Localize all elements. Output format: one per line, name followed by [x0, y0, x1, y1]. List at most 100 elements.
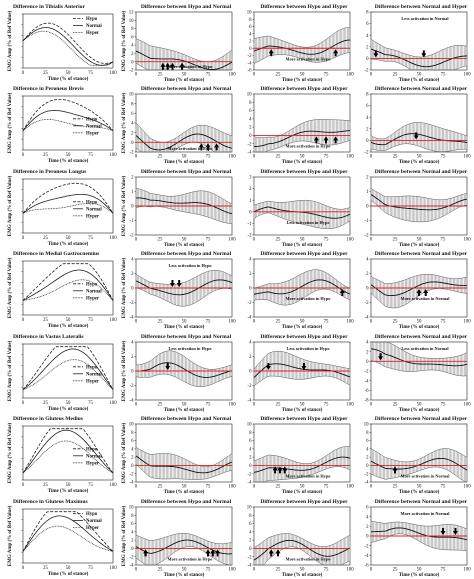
x-tick-label: 100 — [463, 155, 471, 160]
arrow-down-icon — [169, 280, 175, 287]
y-tick-label: -2 — [365, 69, 370, 74]
x-tick-label: 50 — [182, 73, 187, 78]
x-axis-label: Time (% of stance) — [399, 243, 440, 248]
panel-r4-c1: Difference between Hypo and Normal -4 -2 0 2… — [122, 334, 236, 413]
x-tick-label: 25 — [43, 401, 48, 406]
x-axis-label: Time (% of stance) — [282, 78, 323, 83]
x-tick-label: 75 — [206, 320, 211, 325]
plot-frame — [22, 95, 114, 151]
significance-arrow-down — [413, 132, 419, 140]
x-tick-label: 25 — [43, 71, 48, 76]
y-tick-label: 6 — [366, 506, 369, 511]
x-tick-label: 75 — [88, 401, 93, 406]
y-tick-label: 6 — [131, 35, 134, 40]
panel-r2-c1: Difference between Hypo and Normal -2 -1 0 1… — [122, 169, 236, 248]
x-tick-label: 100 — [463, 485, 471, 490]
panel-title: Difference between Hypo and Hyper — [260, 416, 348, 422]
sd-lower-line — [135, 373, 233, 388]
annotation-text: More activation in Hypo — [286, 56, 331, 61]
series-line-hypo — [22, 263, 114, 301]
significance-arrow-up — [179, 62, 185, 70]
x-axis-label: Time (% of stance) — [399, 573, 440, 578]
x-axis-label: Time (% of stance) — [48, 159, 89, 164]
y-tick-label: -4 — [248, 481, 253, 486]
y-tick-label: 4 — [131, 44, 134, 49]
x-axis-label: Time (% of stance) — [164, 78, 205, 83]
x-axis-label: Time (% of stance) — [282, 573, 323, 578]
sd-lower-line — [370, 200, 468, 223]
x-tick-label: 100 — [228, 238, 236, 243]
x-tick-label: 100 — [109, 153, 117, 158]
arrow-down-icon — [265, 363, 271, 370]
y-tick-label: 0 — [249, 134, 252, 139]
x-tick-label: 50 — [300, 238, 305, 243]
x-tick-label: 50 — [417, 73, 422, 78]
y-tick-label: -2 — [130, 384, 135, 389]
y-axis-label: EMG Amp (% of Ref Value) — [122, 257, 127, 318]
significance-arrow-up — [143, 549, 149, 557]
y-tick-label: -4 — [365, 481, 370, 486]
x-axis-label: Time (% of stance) — [164, 490, 205, 495]
x-tick-label: 0 — [135, 320, 138, 325]
sd-lower-line — [254, 466, 351, 483]
x-tick-label: 0 — [22, 483, 25, 488]
plot-frame — [253, 11, 351, 71]
significance-arrow-up — [416, 289, 422, 296]
legend-label: Normal — [86, 372, 102, 377]
sd-lower-line — [135, 206, 232, 224]
annotation-text: Less activation in Hypo — [286, 346, 329, 351]
x-axis-label: Time (% of stance) — [164, 573, 205, 578]
x-tick-label: 50 — [300, 155, 305, 160]
y-tick-label: 8 — [249, 18, 252, 23]
y-tick-label: -2 — [365, 301, 370, 306]
y-tick-label: 4 — [366, 447, 369, 452]
arrow-down-icon — [176, 280, 182, 287]
y-tick-label: 0 — [366, 205, 369, 210]
arrow-down-icon — [440, 528, 446, 535]
y-tick-label: -2 — [248, 301, 253, 306]
arrow-up-icon — [198, 143, 204, 151]
annotation-text: Less activation in Normal — [401, 16, 449, 21]
y-axis-label: EMG Amp (% of Ref Value) — [122, 340, 127, 401]
x-tick-label: 25 — [158, 73, 163, 78]
panel-r1-c0: Difference in Peroneus Brevis 0 25 50 75 100 T… — [8, 86, 117, 164]
x-tick-label: 50 — [182, 320, 187, 325]
significance-arrow-up — [160, 62, 166, 70]
x-tick-label: 100 — [109, 318, 117, 323]
series-line-hyper — [22, 359, 114, 390]
significance-arrow-down — [440, 528, 446, 535]
y-tick-label: 2 — [131, 539, 134, 544]
sd-upper-line — [370, 448, 468, 463]
sd-upper-line — [371, 341, 468, 359]
y-tick-label: -4 — [130, 399, 135, 404]
arrow-up-icon — [210, 549, 216, 557]
x-tick-label: 100 — [109, 401, 117, 406]
x-tick-label: 0 — [135, 238, 138, 243]
y-tick-label: 3 — [249, 176, 252, 181]
y-tick-label: 0 — [131, 205, 134, 210]
x-tick-label: 25 — [276, 238, 281, 243]
sd-upper-line — [253, 199, 351, 210]
x-tick-label: 50 — [66, 401, 71, 406]
y-tick-label: 2 — [249, 40, 252, 45]
y-tick-label: 0 — [131, 370, 134, 375]
mean-difference-line — [370, 133, 468, 146]
x-tick-label: 75 — [206, 403, 211, 408]
panel-title: Difference in Peroneus Brevis — [13, 86, 85, 92]
mean-difference-line — [371, 527, 468, 541]
arrow-down-icon — [301, 363, 307, 370]
y-tick-label: 2 — [366, 350, 369, 355]
annotation-text: More activation in Hypo — [286, 296, 331, 301]
panel-title: Difference between Hypo and Normal — [141, 169, 232, 175]
x-tick-label: 50 — [300, 485, 305, 490]
x-axis-label: Time (% of stance) — [48, 407, 89, 412]
arrow-up-icon — [205, 143, 211, 151]
legend-label: Normal — [86, 519, 102, 524]
y-tick-label: 10 — [129, 19, 134, 24]
y-tick-label: 0 — [249, 370, 252, 375]
arrow-up-icon — [339, 289, 345, 296]
y-tick-label: 0 — [131, 141, 134, 146]
significance-arrow-down — [169, 280, 175, 287]
sd-lower-line — [135, 463, 233, 480]
